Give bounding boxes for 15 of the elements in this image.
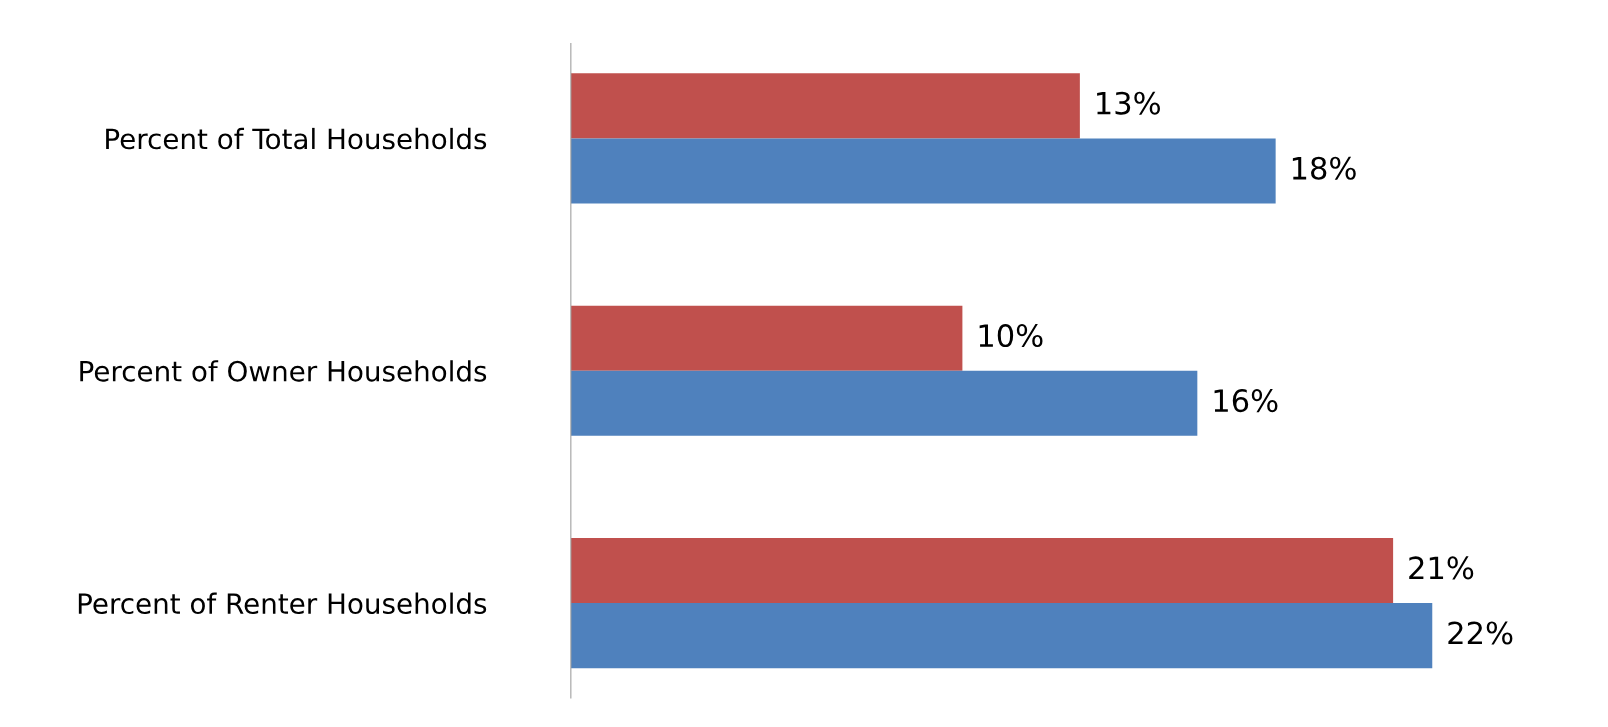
y-tick-label: Percent of Owner Households xyxy=(80,360,487,382)
data-label: 13% xyxy=(1097,91,1160,115)
data-label: 22% xyxy=(1448,621,1513,645)
bar xyxy=(570,538,1394,604)
y-tick-label: Percent of Total Households xyxy=(106,127,487,150)
data-label: 10% xyxy=(979,323,1043,348)
bar xyxy=(570,603,1433,669)
bar xyxy=(570,73,1080,139)
bar xyxy=(570,138,1276,204)
data-label: 16% xyxy=(1214,389,1278,413)
bar xyxy=(570,370,1198,436)
y-tick-label: Percent of Renter Households xyxy=(78,592,487,615)
data-label: 18% xyxy=(1292,156,1356,180)
data-label: 21% xyxy=(1409,556,1474,580)
bar xyxy=(570,305,963,371)
